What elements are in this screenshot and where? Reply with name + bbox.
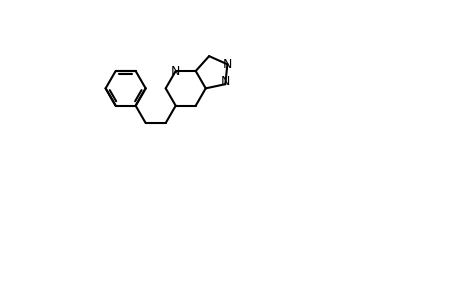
Text: N: N bbox=[171, 64, 180, 77]
Text: N: N bbox=[222, 58, 232, 71]
Text: N: N bbox=[220, 75, 230, 88]
